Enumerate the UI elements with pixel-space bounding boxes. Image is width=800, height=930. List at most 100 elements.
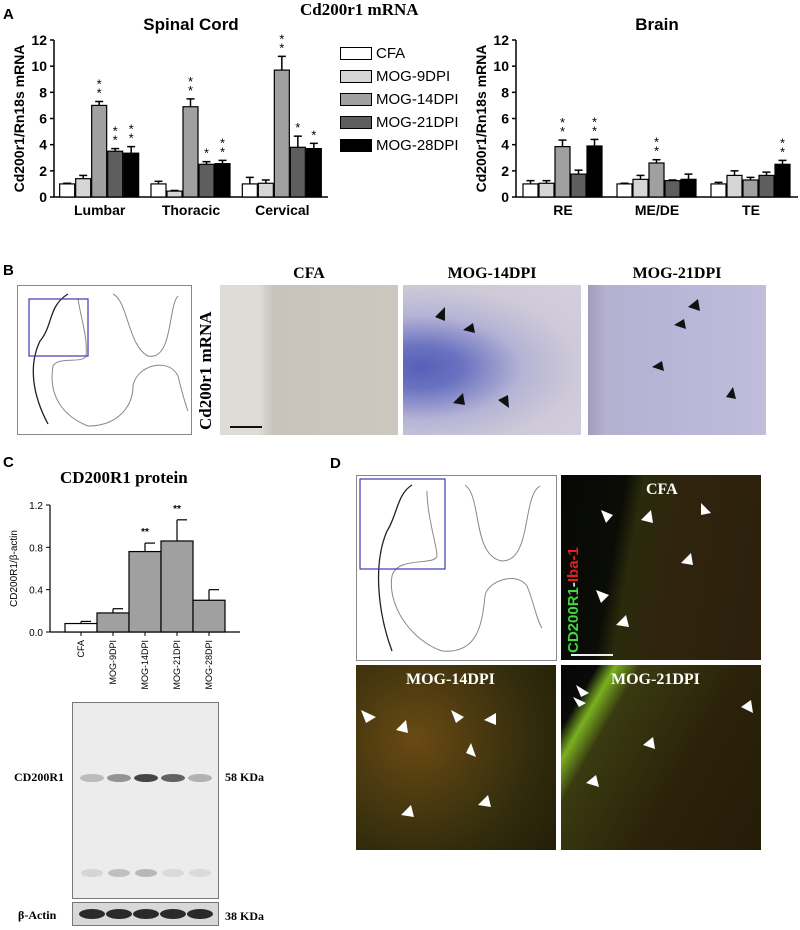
d-image-mog14: MOG-14DPI (356, 665, 556, 850)
svg-text:*: * (113, 124, 118, 139)
panel-b-label: B (3, 262, 14, 279)
svg-text:1.2: 1.2 (29, 501, 43, 512)
svg-text:2: 2 (39, 163, 47, 179)
legend-label: MOG-14DPI (376, 91, 459, 108)
figure-title: Cd200r1 mRNA (300, 0, 419, 19)
svg-text:*: * (279, 31, 284, 46)
svg-text:*: * (295, 120, 300, 135)
svg-text:*: * (311, 127, 316, 142)
svg-text:MOG-14DPI: MOG-14DPI (140, 640, 150, 690)
svg-text:Thoracic: Thoracic (162, 202, 221, 218)
svg-text:0.0: 0.0 (29, 628, 43, 639)
svg-text:6: 6 (39, 111, 47, 127)
chart-title: Spinal Cord (143, 15, 238, 34)
svg-text:0.8: 0.8 (29, 543, 43, 554)
b-image-cfa (220, 285, 398, 435)
svg-text:*: * (654, 144, 659, 159)
svg-text:*: * (780, 135, 785, 150)
svg-text:4: 4 (501, 137, 509, 153)
schematic-outline-icon (28, 293, 189, 427)
legend-label: MOG-28DPI (376, 137, 459, 154)
svg-text:6: 6 (501, 111, 509, 127)
legend-item: MOG-21DPI (340, 111, 459, 134)
svg-text:*: * (780, 144, 785, 159)
panel-d-label: D (330, 455, 341, 472)
d-spinal-cord-schematic (356, 475, 557, 661)
d-image-mog21: MOG-21DPI (561, 665, 761, 850)
svg-text:*: * (654, 135, 659, 150)
panel-c-label: C (3, 454, 14, 471)
svg-text:*: * (560, 115, 565, 130)
b-row-label: Cd200r1 mRNA (196, 311, 215, 430)
svg-text:Lumbar: Lumbar (74, 202, 126, 218)
arrowhead-markers (652, 299, 736, 399)
svg-text:TE: TE (742, 202, 760, 218)
svg-text:8: 8 (501, 84, 509, 100)
svg-text:*: * (560, 124, 565, 139)
c-title: CD200R1 protein (60, 468, 188, 487)
legend-item: MOG-14DPI (340, 88, 459, 111)
svg-text:CD200R1/β-actin: CD200R1/β-actin (9, 530, 20, 607)
spinal-cord-schematic (17, 285, 192, 435)
blot-band-label: CD200R1 (14, 770, 64, 784)
legend-swatch (340, 47, 372, 60)
blot-bands (80, 774, 212, 877)
svg-text:**: ** (141, 527, 149, 538)
svg-text:*: * (188, 74, 193, 89)
blot-band-size: 58 KDa (225, 770, 264, 784)
svg-text:2: 2 (501, 163, 509, 179)
svg-text:**: ** (173, 504, 181, 515)
svg-text:*: * (220, 144, 225, 159)
panel-a-label: A (3, 6, 14, 23)
svg-text:MOG-9DPI: MOG-9DPI (108, 640, 118, 685)
b-image-mog21 (588, 285, 766, 435)
d-title-cfa: CFA (646, 481, 678, 498)
legend-swatch (340, 93, 372, 106)
d-title-mog14: MOG-14DPI (406, 671, 495, 688)
svg-text:12: 12 (493, 32, 509, 48)
svg-text:4: 4 (39, 137, 47, 153)
svg-text:*: * (97, 76, 102, 91)
svg-text:*: * (129, 131, 134, 146)
legend-item: MOG-9DPI (340, 65, 459, 88)
svg-text:*: * (188, 83, 193, 98)
legend-swatch (340, 70, 372, 83)
svg-text:RE: RE (553, 202, 572, 218)
svg-text:Cervical: Cervical (255, 202, 309, 218)
svg-text:Cd200r1/Rn18s mRNA: Cd200r1/Rn18s mRNA (11, 45, 27, 193)
chart-title: Brain (635, 15, 678, 34)
svg-text:0.4: 0.4 (29, 586, 43, 597)
arrowhead-markers (596, 503, 711, 627)
svg-text:Cd200r1/Rn18s mRNA: Cd200r1/Rn18s mRNA (473, 45, 489, 193)
svg-text:10: 10 (493, 58, 509, 74)
legend-label: MOG-9DPI (376, 68, 451, 85)
svg-text:MOG-28DPI: MOG-28DPI (204, 640, 214, 690)
b-title-mog14: MOG-14DPI (447, 265, 537, 282)
b-title-mog21: MOG-21DPI (632, 265, 722, 282)
svg-text:10: 10 (31, 58, 47, 74)
legend-item: MOG-28DPI (340, 134, 459, 157)
legend-swatch (340, 116, 372, 129)
blot-loading-size: 38 KDa (225, 909, 264, 923)
svg-text:MOG-21DPI: MOG-21DPI (172, 640, 182, 690)
actin-bands (79, 909, 213, 919)
schematic-outline-icon (359, 478, 543, 652)
svg-text:CFA: CFA (76, 640, 86, 658)
svg-text:*: * (129, 122, 134, 137)
svg-text:*: * (279, 40, 284, 55)
svg-text:*: * (113, 133, 118, 148)
legend: CFA MOG-9DPI MOG-14DPI MOG-21DPI MOG-28DPI (340, 42, 459, 157)
scale-bar (571, 654, 613, 656)
stain-label: CD200R1-Iba-1 (565, 547, 582, 653)
arrowhead-markers (573, 685, 753, 787)
protein-chart: 0.0 0.4 0.8 1.2 CD200R1/β-actin CFA MOG-9DPI **… (9, 501, 240, 690)
svg-text:0: 0 (501, 189, 509, 205)
legend-swatch (340, 139, 372, 152)
svg-text:8: 8 (39, 84, 47, 100)
svg-text:*: * (97, 85, 102, 100)
legend-item: CFA (340, 42, 459, 65)
scale-bar (230, 426, 262, 428)
western-blot-cd200r1 (72, 702, 219, 899)
